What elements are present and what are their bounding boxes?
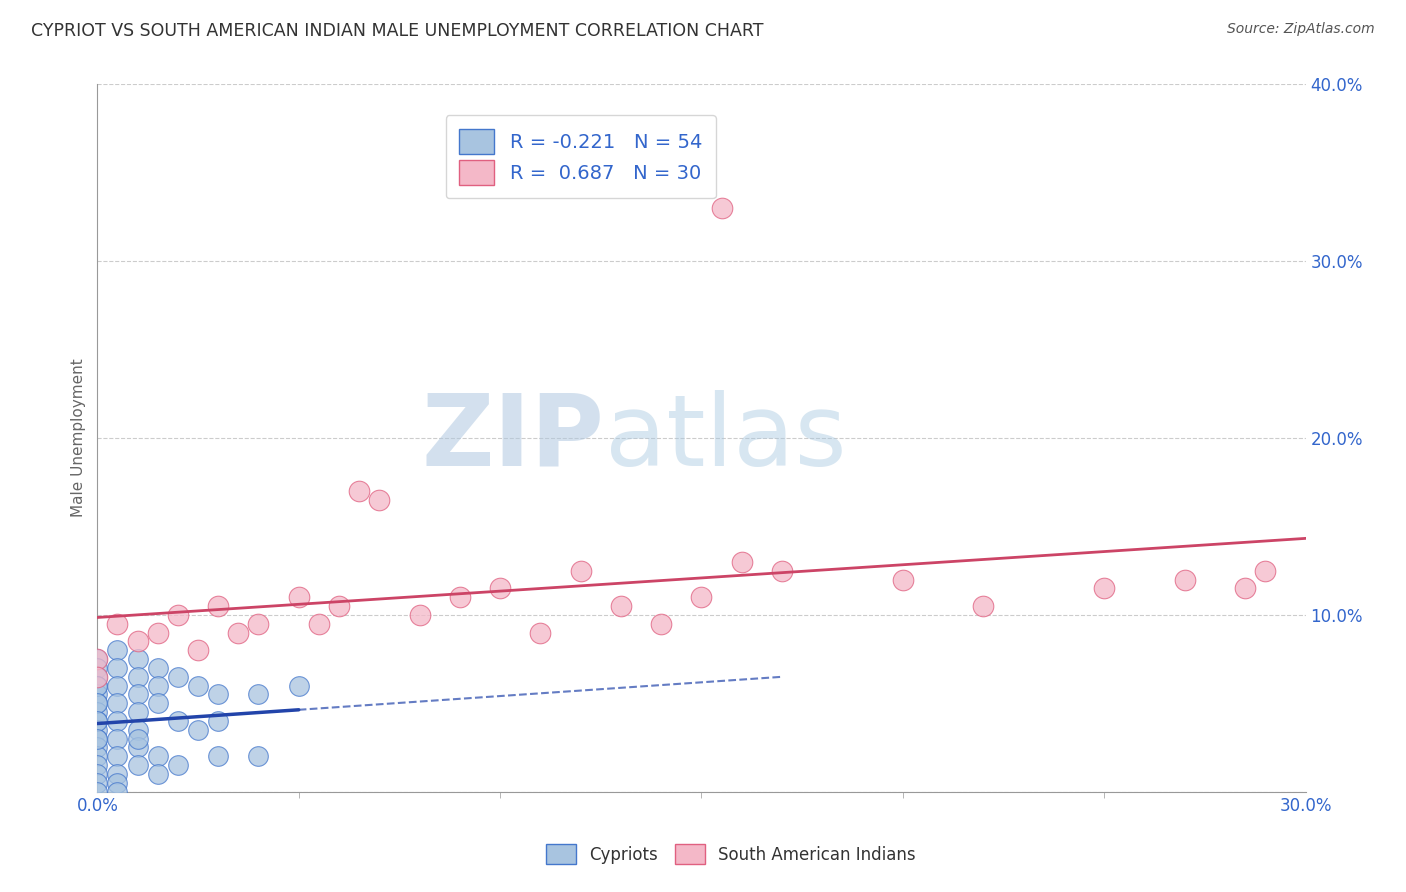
Point — [167, 670, 190, 684]
Y-axis label: Male Unemployment: Male Unemployment — [72, 359, 86, 517]
Point — [207, 688, 229, 702]
Point — [86, 705, 108, 719]
Point — [449, 591, 471, 605]
Point — [408, 607, 430, 622]
Point — [86, 652, 108, 666]
Point — [167, 758, 190, 772]
Point — [86, 785, 108, 799]
Text: ZIP: ZIP — [422, 390, 605, 486]
Point — [86, 652, 108, 666]
Point — [187, 643, 209, 657]
Point — [86, 714, 108, 728]
Point — [86, 670, 108, 684]
Point — [187, 679, 209, 693]
Text: CYPRIOT VS SOUTH AMERICAN INDIAN MALE UNEMPLOYMENT CORRELATION CHART: CYPRIOT VS SOUTH AMERICAN INDIAN MALE UN… — [31, 22, 763, 40]
Point — [529, 625, 551, 640]
Point — [86, 758, 108, 772]
Point — [107, 679, 129, 693]
Point — [247, 616, 270, 631]
Point — [972, 599, 994, 613]
Point — [891, 573, 914, 587]
Point — [610, 599, 633, 613]
Point — [146, 767, 169, 781]
Point — [207, 749, 229, 764]
Point — [127, 723, 149, 737]
Point — [127, 652, 149, 666]
Point — [710, 201, 733, 215]
Point — [86, 740, 108, 755]
Point — [1174, 573, 1197, 587]
Point — [1234, 582, 1257, 596]
Point — [107, 785, 129, 799]
Point — [86, 661, 108, 675]
Point — [569, 564, 592, 578]
Point — [107, 696, 129, 710]
Point — [127, 670, 149, 684]
Point — [690, 591, 713, 605]
Point — [107, 661, 129, 675]
Point — [308, 616, 330, 631]
Point — [86, 749, 108, 764]
Point — [1092, 582, 1115, 596]
Point — [86, 723, 108, 737]
Point — [107, 714, 129, 728]
Point — [731, 555, 754, 569]
Point — [86, 767, 108, 781]
Legend: R = -0.221   N = 54, R =  0.687   N = 30: R = -0.221 N = 54, R = 0.687 N = 30 — [446, 115, 716, 198]
Point — [127, 634, 149, 648]
Point — [86, 776, 108, 790]
Point — [107, 616, 129, 631]
Point — [127, 758, 149, 772]
Point — [146, 679, 169, 693]
Point — [167, 714, 190, 728]
Point — [127, 705, 149, 719]
Point — [86, 731, 108, 746]
Point — [107, 749, 129, 764]
Point — [86, 670, 108, 684]
Point — [650, 616, 672, 631]
Point — [146, 661, 169, 675]
Point — [86, 696, 108, 710]
Point — [146, 625, 169, 640]
Point — [127, 731, 149, 746]
Point — [287, 679, 309, 693]
Point — [247, 688, 270, 702]
Point — [1254, 564, 1277, 578]
Point — [207, 599, 229, 613]
Point — [107, 776, 129, 790]
Point — [107, 731, 129, 746]
Point — [187, 723, 209, 737]
Point — [86, 688, 108, 702]
Legend: Cypriots, South American Indians: Cypriots, South American Indians — [540, 838, 922, 871]
Point — [127, 688, 149, 702]
Point — [86, 731, 108, 746]
Point — [107, 767, 129, 781]
Point — [167, 607, 190, 622]
Point — [127, 740, 149, 755]
Point — [226, 625, 249, 640]
Text: atlas: atlas — [605, 390, 846, 486]
Point — [247, 749, 270, 764]
Point — [770, 564, 793, 578]
Point — [107, 643, 129, 657]
Point — [368, 492, 391, 507]
Point — [146, 696, 169, 710]
Text: Source: ZipAtlas.com: Source: ZipAtlas.com — [1227, 22, 1375, 37]
Point — [86, 679, 108, 693]
Point — [287, 591, 309, 605]
Point — [146, 749, 169, 764]
Point — [86, 696, 108, 710]
Point — [207, 714, 229, 728]
Point — [489, 582, 512, 596]
Point — [347, 484, 370, 499]
Point — [86, 679, 108, 693]
Point — [86, 714, 108, 728]
Point — [328, 599, 350, 613]
